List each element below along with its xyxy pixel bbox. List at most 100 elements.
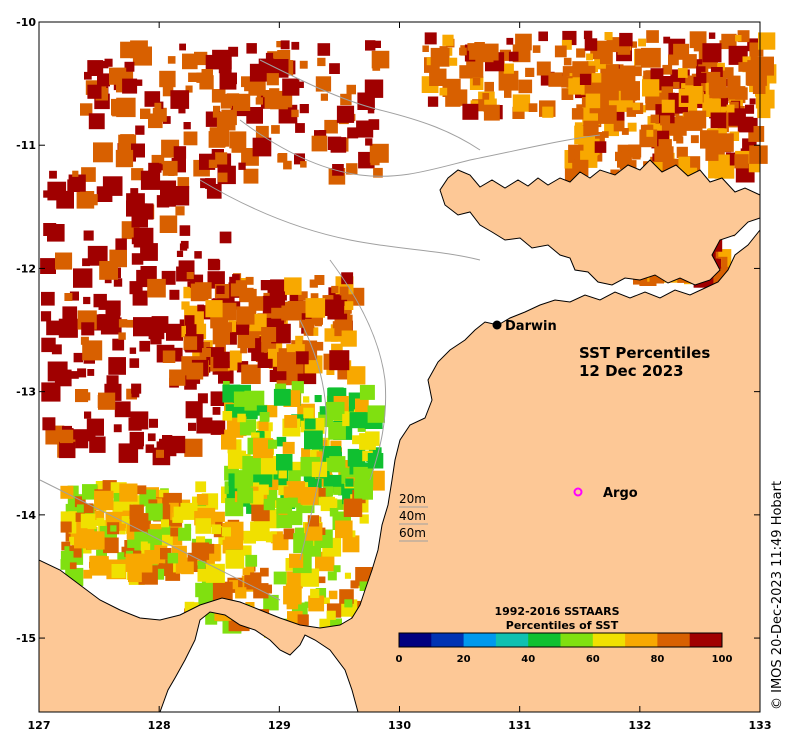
legend-swatch (560, 633, 594, 647)
sst-cell (40, 311, 52, 322)
sst-cell (51, 344, 62, 355)
sst-cell (162, 160, 178, 176)
sst-cell (234, 470, 253, 489)
sst-cell (571, 108, 584, 120)
sst-cell (160, 548, 172, 560)
sst-cell (327, 299, 348, 320)
sst-cell (561, 39, 572, 50)
sst-cell (343, 498, 363, 517)
sst-cell (181, 301, 190, 310)
sst-cell (291, 41, 300, 50)
lat-tick-label: -12 (16, 262, 36, 275)
sst-cell (84, 411, 92, 419)
depth-label-60m: 60m (399, 526, 426, 540)
sst-cell (196, 417, 213, 434)
sst-cell (693, 40, 705, 52)
legend-colorbar (398, 632, 723, 648)
sst-cell (532, 45, 541, 53)
sst-cell (309, 279, 318, 288)
sst-cell (359, 433, 376, 450)
sst-cell (220, 97, 233, 109)
sst-cell (140, 541, 151, 551)
sst-cell (184, 438, 203, 457)
sst-cell (332, 164, 344, 176)
sst-cell (69, 536, 78, 545)
sst-cell (83, 569, 93, 579)
sst-cell (161, 534, 173, 546)
sst-cell (525, 67, 535, 77)
sst-cell (325, 295, 334, 304)
sst-cell (576, 48, 586, 58)
lat-tick-label: -14 (16, 509, 36, 522)
sst-cell (162, 85, 174, 97)
sst-cell (113, 278, 123, 287)
sst-cell (175, 206, 185, 216)
sst-cell (100, 315, 121, 335)
sst-cell (93, 293, 107, 308)
sst-cell (750, 56, 758, 63)
sst-cell (367, 405, 385, 423)
sst-cell (185, 85, 193, 93)
legend-tick-label: 0 (396, 654, 403, 665)
sst-cell (683, 112, 703, 131)
sst-cell (263, 594, 279, 611)
sst-cell (80, 336, 89, 345)
sst-cell (43, 190, 51, 198)
sst-cell (153, 568, 165, 580)
lon-tick-label: 127 (28, 719, 51, 732)
sst-cell (503, 63, 514, 74)
sst-cell (108, 357, 126, 375)
sst-cell (663, 36, 671, 44)
sst-cell (459, 47, 467, 56)
sst-cell (135, 79, 143, 86)
sst-cell (311, 461, 328, 478)
sst-cell (678, 156, 691, 169)
sst-cell (176, 250, 184, 257)
sst-cell (344, 301, 354, 310)
sst-cell (179, 243, 188, 251)
sst-cell (512, 94, 531, 112)
sst-cell (528, 103, 538, 112)
sst-cell (73, 352, 83, 363)
sst-cell (632, 102, 640, 111)
sst-cell (242, 567, 251, 576)
sst-cell (212, 407, 221, 415)
sst-cell (131, 383, 142, 394)
sst-cell (202, 348, 211, 357)
sst-cell (60, 551, 74, 564)
sst-cell (508, 51, 519, 62)
sst-cell (611, 76, 626, 91)
sst-cell (82, 258, 90, 267)
sst-cell (329, 456, 346, 473)
sst-cell (240, 346, 248, 354)
sst-cell (186, 324, 197, 335)
sst-cell (359, 514, 369, 524)
sst-cell (205, 563, 225, 583)
sst-cell (282, 78, 300, 96)
sst-cell (347, 366, 366, 385)
sst-cell (129, 347, 137, 354)
sst-cell (346, 163, 358, 175)
sst-cell (95, 481, 104, 490)
sst-cell (223, 381, 230, 388)
sst-cell (84, 71, 92, 80)
sst-cell (144, 550, 159, 565)
sst-cell (190, 283, 209, 302)
sst-cell (83, 503, 94, 514)
sst-cell (472, 77, 481, 86)
sst-cell (310, 449, 319, 459)
sst-cell (260, 567, 269, 577)
sst-cell (207, 258, 220, 271)
sst-cell (130, 188, 139, 196)
sst-cell (300, 161, 307, 168)
sst-cell (681, 95, 689, 103)
sst-cell (329, 508, 339, 517)
sst-cell (49, 170, 57, 179)
sst-cell (748, 160, 761, 173)
legend-title: 1992-2016 SSTAARS (494, 605, 619, 618)
sst-cell (127, 540, 136, 548)
sst-cell (682, 54, 697, 69)
legend-swatch (495, 633, 529, 647)
sst-cell (610, 64, 619, 73)
sst-cell (87, 84, 102, 99)
